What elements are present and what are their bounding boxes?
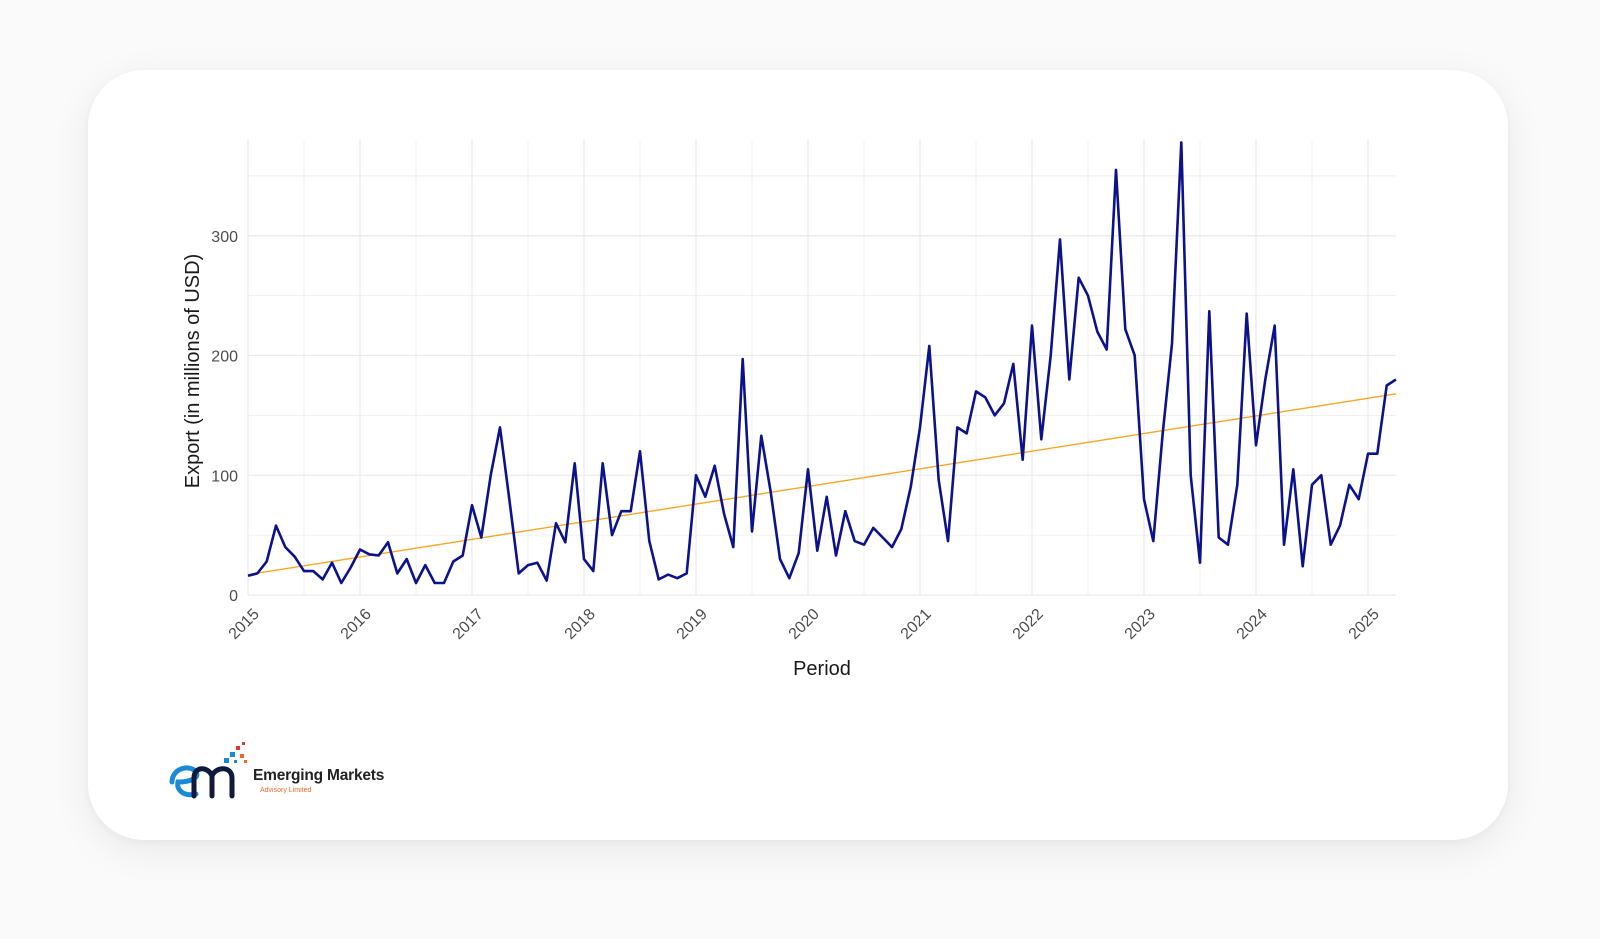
x-tick-label: 2024	[1234, 606, 1271, 643]
x-tick-label: 2020	[786, 606, 823, 643]
trend-line	[247, 393, 1397, 576]
y-axis-title: Export (in millions of USD)	[182, 254, 204, 489]
x-tick-label: 2025	[1346, 606, 1383, 643]
x-tick-label: 2022	[1010, 606, 1047, 643]
x-tick-label: 2021	[898, 606, 935, 643]
brand-name: Emerging Markets	[253, 767, 385, 784]
x-tick-label: 2019	[674, 606, 711, 643]
y-tick-labels: 0 100 200 300	[211, 229, 238, 605]
x-tick-label: 2023	[1122, 606, 1159, 643]
grid	[247, 140, 1396, 596]
brand-logo: Emerging Markets Advisory Limited	[160, 742, 400, 804]
x-tick-label: 2018	[562, 606, 599, 643]
series-layer	[247, 141, 1397, 585]
x-tick-label: 2017	[450, 606, 487, 643]
y-tick-label: 200	[211, 349, 238, 366]
x-tick-label: 2015	[226, 606, 263, 643]
x-tick-label: 2016	[338, 606, 375, 643]
x-tick-labels: 2015 2016 2017 2018 2019 2020 2021 2022 2023 2024…	[226, 606, 1383, 643]
chart-card	[88, 70, 1508, 840]
brand-subtitle: Advisory Limited	[260, 787, 312, 794]
y-tick-label: 100	[211, 468, 238, 485]
x-axis-title: Period	[793, 658, 851, 680]
em-logo-icon	[169, 742, 247, 799]
export-series-line	[247, 141, 1397, 585]
y-tick-label: 0	[229, 588, 238, 605]
y-tick-label: 300	[211, 229, 238, 246]
